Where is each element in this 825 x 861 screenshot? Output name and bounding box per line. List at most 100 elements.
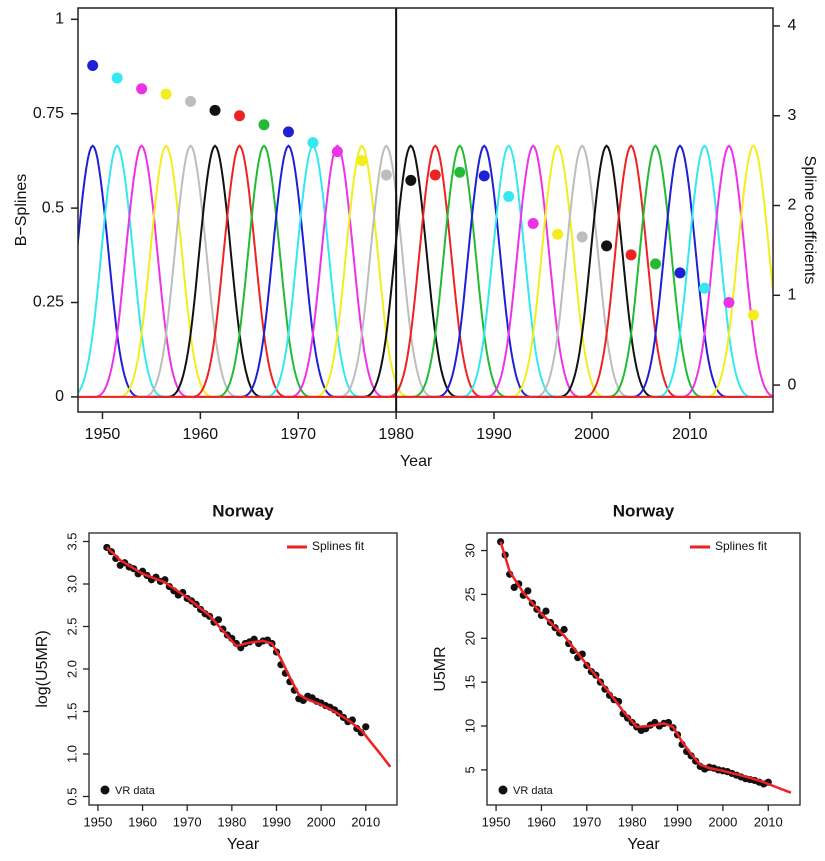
basis-curve <box>200 144 328 398</box>
coefficient-point <box>234 110 246 122</box>
basis-curve <box>151 144 279 398</box>
basis-curve <box>371 144 499 398</box>
basis-curve <box>469 144 597 398</box>
plot-frame <box>486 532 801 806</box>
basis-curve <box>616 144 744 398</box>
coefficient-point <box>209 104 221 116</box>
y2-axis-label: Spline coefficients <box>801 156 818 285</box>
basis-curve <box>273 144 401 398</box>
basis-curve <box>396 144 524 398</box>
basis-curve <box>322 144 450 398</box>
coefficient-point <box>356 155 368 167</box>
x-tick-label: 1980 <box>217 814 246 829</box>
coefficient-point <box>454 166 466 178</box>
basis-curve <box>224 144 353 398</box>
data-point <box>560 625 568 634</box>
basis-curve <box>78 144 181 398</box>
y2-tick-label: 4 <box>788 17 797 34</box>
y2-tick-label: 3 <box>788 107 797 124</box>
y-tick-label: 5 <box>462 766 477 773</box>
y-tick-label: 25 <box>462 587 477 601</box>
x-tick-label: 2010 <box>672 426 708 443</box>
basis-curve <box>689 144 773 398</box>
fit-line <box>106 546 392 768</box>
x-tick-label: 1950 <box>85 426 121 443</box>
y-tick-label: 0.5 <box>64 787 79 805</box>
coefficient-point <box>185 95 197 107</box>
y-tick-label: 10 <box>462 719 477 733</box>
y2-tick-label: 0 <box>788 376 797 393</box>
coefficient-point <box>698 282 710 294</box>
y-tick-label: 1.0 <box>64 745 79 763</box>
coefficient-point <box>160 88 172 100</box>
coefficient-point <box>258 119 270 131</box>
y2-tick-label: 2 <box>788 197 797 214</box>
plot-area <box>497 538 792 794</box>
basis-curve <box>518 144 646 398</box>
basis-curve <box>347 144 475 398</box>
x-tick-label: 1980 <box>378 426 414 443</box>
y-tick-label: 0.25 <box>33 294 64 311</box>
x-tick-label: 1970 <box>173 814 202 829</box>
x-tick-label: 1970 <box>280 426 316 443</box>
y-axis-label: B−Splines <box>13 174 30 247</box>
bspline-chart: 1950 1960 1970 1980 1990 2000 2010 0 0.25 0.5 0.75… <box>13 7 818 470</box>
basis-curve <box>298 144 426 398</box>
coefficient-point <box>478 170 490 182</box>
x-tick-label: 1960 <box>128 814 157 829</box>
basis-curve <box>78 144 206 398</box>
x-axis-label: Year <box>227 836 260 853</box>
coefficient-point <box>87 59 99 71</box>
y-axis-label: U5MR <box>432 646 449 691</box>
y-tick-label: 3.0 <box>64 575 79 593</box>
y-tick-label: 30 <box>462 543 477 557</box>
x-tick-label: 2010 <box>351 814 380 829</box>
x-tick-label: 1990 <box>476 426 512 443</box>
basis-curve <box>102 144 230 398</box>
y-tick-label: 3.5 <box>64 532 79 550</box>
coefficient-point <box>307 137 319 149</box>
x-tick-label: 2000 <box>307 814 336 829</box>
fit-line <box>499 541 792 794</box>
coefficient-point <box>747 309 759 321</box>
coefficient-point <box>111 72 123 84</box>
basis-curve <box>591 144 720 398</box>
basis-curve <box>543 144 671 398</box>
x-axis-label: Year <box>400 453 433 470</box>
panel-title: Norway <box>613 501 675 520</box>
plot-area <box>103 543 392 768</box>
x-tick-label: 1960 <box>183 426 219 443</box>
y-axis-label: log(U5MR) <box>34 630 51 707</box>
x-tick-label: 1990 <box>663 814 692 829</box>
coefficient-point <box>650 258 662 270</box>
coefficient-point <box>136 83 148 95</box>
basis-curve <box>78 144 157 398</box>
x-tick-label: 1980 <box>618 814 647 829</box>
legend-data-swatch <box>498 785 508 795</box>
y2-tick-label: 1 <box>788 287 797 304</box>
x-axis-label: Year <box>627 836 660 853</box>
y-tick-label: 2.0 <box>64 660 79 678</box>
coefficient-point <box>282 126 294 138</box>
basis-curve <box>665 144 773 398</box>
data-point <box>537 611 546 620</box>
legend-fit-label: Splines fit <box>715 539 768 553</box>
x-tick-label: 1990 <box>262 814 291 829</box>
data-point <box>524 587 532 595</box>
coefficient-point <box>527 217 539 229</box>
y-tick-label: 1 <box>55 11 64 28</box>
panel-title: Norway <box>212 501 274 520</box>
x-tick-label: 2000 <box>708 814 737 829</box>
log-u5mr-chart: Norway Splines fit VR data 1950 1960 1970 1980… <box>34 501 398 853</box>
coefficient-point <box>601 240 613 252</box>
basis-curve <box>494 144 622 398</box>
coefficient-point <box>405 174 417 186</box>
data-point <box>362 723 370 731</box>
data-point <box>214 616 223 624</box>
y-tick-label: 15 <box>462 675 477 689</box>
x-tick-label: 1960 <box>527 814 556 829</box>
coefficient-point <box>625 249 637 261</box>
coefficient-point <box>576 231 588 243</box>
basis-curve <box>175 144 304 398</box>
coefficient-point <box>429 169 441 181</box>
